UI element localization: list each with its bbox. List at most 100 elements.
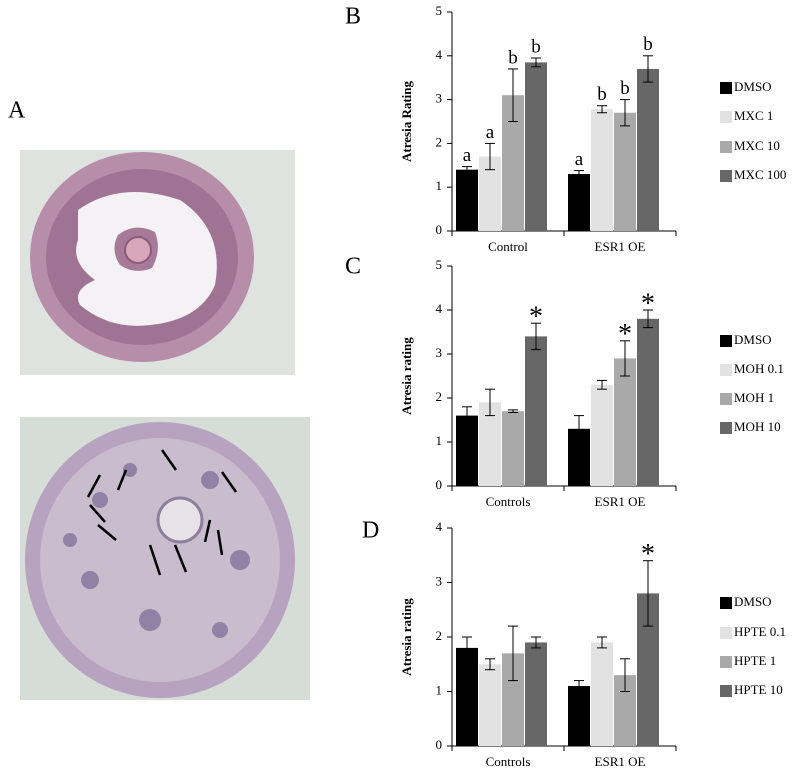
y-tick-label: 2 bbox=[436, 389, 443, 404]
error-bar bbox=[508, 409, 518, 414]
x-tick-label: ESR1 OE bbox=[595, 239, 646, 254]
panel-label: B bbox=[345, 4, 361, 30]
y-tick-label: 4 bbox=[436, 519, 443, 534]
legend-label: MXC 100 bbox=[734, 167, 786, 182]
error-bar bbox=[643, 309, 653, 329]
legend-swatch bbox=[720, 685, 732, 697]
error-bar bbox=[531, 322, 541, 351]
bar bbox=[568, 428, 590, 486]
error-bar bbox=[508, 68, 518, 122]
y-axis-label: Atresia Rating bbox=[399, 81, 414, 163]
histology-image-atretic bbox=[20, 417, 310, 700]
bar bbox=[525, 642, 547, 746]
significance-label: b bbox=[508, 47, 518, 68]
significance-label: a bbox=[575, 149, 584, 170]
panel-label: C bbox=[345, 254, 361, 280]
x-tick-label: Controls bbox=[486, 754, 531, 769]
y-tick-label: 5 bbox=[436, 257, 443, 272]
significance-label: a bbox=[486, 122, 495, 143]
y-tick-label: 0 bbox=[436, 477, 443, 492]
y-axis-label: Atresia rating bbox=[399, 598, 414, 676]
error-bar bbox=[574, 170, 584, 179]
error-bar bbox=[643, 55, 653, 83]
bar bbox=[637, 318, 659, 486]
bar bbox=[591, 384, 613, 486]
histology-image-healthy bbox=[20, 150, 295, 375]
y-tick-label: 2 bbox=[436, 628, 443, 643]
legend-label: DMSO bbox=[734, 79, 772, 94]
legend-swatch bbox=[720, 111, 732, 123]
bar bbox=[479, 664, 501, 746]
legend-swatch bbox=[720, 170, 732, 182]
bar bbox=[502, 95, 524, 231]
legend-label: HPTE 10 bbox=[734, 682, 783, 697]
bar bbox=[456, 647, 478, 746]
y-tick-label: 2 bbox=[436, 134, 443, 149]
bar bbox=[525, 336, 547, 486]
bar bbox=[637, 68, 659, 231]
bar bbox=[525, 62, 547, 232]
bar bbox=[637, 593, 659, 746]
y-axis-label: Atresia rating bbox=[399, 337, 414, 415]
legend-swatch bbox=[720, 364, 732, 376]
error-bar bbox=[597, 105, 607, 114]
significance-label: * bbox=[529, 302, 543, 333]
bar bbox=[502, 653, 524, 746]
legend-label: DMSO bbox=[734, 594, 772, 609]
error-bar bbox=[462, 166, 472, 174]
significance-label: b bbox=[597, 84, 607, 105]
bar bbox=[614, 675, 636, 746]
legend-label: HPTE 1 bbox=[734, 653, 776, 668]
significance-label: b bbox=[531, 36, 541, 57]
legend-label: MOH 10 bbox=[734, 419, 781, 434]
legend-swatch bbox=[720, 393, 732, 405]
y-tick-label: 1 bbox=[436, 433, 443, 448]
x-tick-label: ESR1 OE bbox=[595, 494, 646, 509]
significance-label: b bbox=[620, 78, 630, 99]
legend-swatch bbox=[720, 422, 732, 434]
y-tick-label: 3 bbox=[436, 345, 443, 360]
error-bar bbox=[508, 625, 518, 682]
bar bbox=[479, 402, 501, 486]
legend-swatch bbox=[720, 656, 732, 668]
legend-swatch bbox=[720, 141, 732, 153]
legend-label: MOH 0.1 bbox=[734, 361, 784, 376]
bar bbox=[479, 156, 501, 231]
legend-swatch bbox=[720, 82, 732, 94]
legend-swatch bbox=[720, 597, 732, 609]
error-bar bbox=[597, 379, 607, 390]
x-tick-label: Controls bbox=[486, 494, 531, 509]
y-tick-label: 1 bbox=[436, 682, 443, 697]
y-tick-label: 4 bbox=[436, 301, 443, 316]
legend-swatch bbox=[720, 627, 732, 639]
y-tick-label: 3 bbox=[436, 91, 443, 106]
legend-label: MXC 10 bbox=[734, 138, 780, 153]
error-bar bbox=[574, 415, 584, 443]
error-bar bbox=[620, 340, 630, 377]
y-tick-label: 3 bbox=[436, 573, 443, 588]
error-bar bbox=[485, 142, 495, 171]
panel-label: D bbox=[362, 518, 379, 544]
bar bbox=[456, 169, 478, 231]
legend-label: HPTE 0.1 bbox=[734, 624, 786, 639]
error-bar bbox=[485, 658, 495, 671]
y-tick-label: 0 bbox=[436, 737, 443, 752]
y-tick-label: 4 bbox=[436, 47, 443, 62]
x-tick-label: Control bbox=[488, 239, 528, 254]
error-bar bbox=[531, 57, 541, 68]
y-tick-label: 5 bbox=[436, 3, 443, 18]
error-bar bbox=[574, 680, 584, 692]
bar bbox=[456, 415, 478, 486]
error-bar bbox=[485, 388, 495, 417]
bar bbox=[614, 358, 636, 486]
significance-label: * bbox=[641, 288, 655, 319]
bar bbox=[568, 174, 590, 231]
error-bar bbox=[643, 560, 653, 627]
legend-swatch bbox=[720, 335, 732, 347]
error-bar bbox=[597, 636, 607, 649]
significance-label: * bbox=[641, 539, 655, 570]
bar bbox=[591, 642, 613, 746]
significance-label: a bbox=[463, 145, 472, 166]
error-bar bbox=[462, 636, 472, 660]
